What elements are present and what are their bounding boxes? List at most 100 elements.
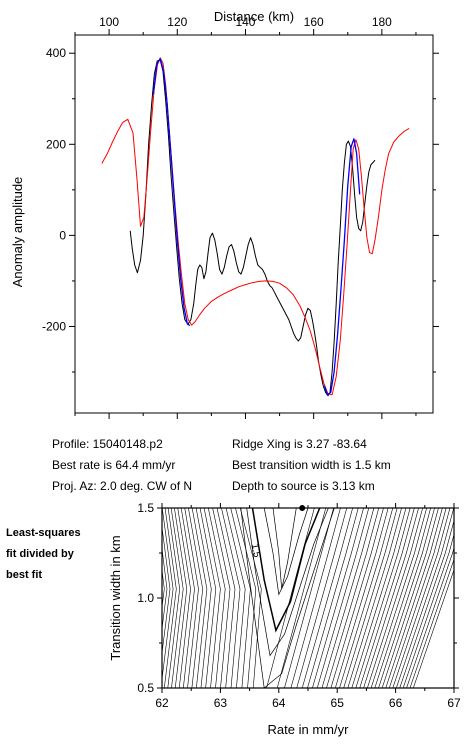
contour-line <box>191 508 208 688</box>
contour-line <box>162 567 165 610</box>
contour-lines <box>162 508 454 688</box>
fit-window-line-right <box>323 138 361 396</box>
depth-to-source-info: Depth to source is 3.13 km <box>232 479 375 493</box>
contour-line <box>370 508 427 688</box>
misfit-contour-chart: 62 63 64 65 66 670.51.01.5 1.5 Rate in mm/yr … <box>108 501 461 737</box>
contour-line <box>316 508 370 688</box>
contour-ticks: 62 63 64 65 66 67 0.5 1.0 1.5 <box>137 501 461 710</box>
contour-line <box>339 508 394 688</box>
contour-line <box>180 508 195 688</box>
transition-tick-label: 1.5 <box>137 501 154 515</box>
rate-tick-label: 62 <box>155 696 169 710</box>
contour-line <box>334 508 389 688</box>
distance-tick-label: 140 <box>235 15 255 29</box>
anomaly-tick-label: 0 <box>59 228 66 242</box>
rate-tick-label: 65 <box>331 696 345 710</box>
side-caption-line-1: Least-squares <box>6 527 81 539</box>
contour-line <box>307 508 359 688</box>
rate-tick-label: 66 <box>389 696 403 710</box>
contour-line <box>347 508 402 688</box>
contour-line <box>412 568 454 688</box>
projection-azimuth-info: Proj. Az: 2.0 deg. CW of N <box>52 479 193 493</box>
contour-value-label: 1.5 <box>249 543 262 559</box>
contour-line <box>406 546 454 688</box>
anomaly-tick-label: -200 <box>42 319 66 333</box>
contour-line <box>409 558 454 688</box>
ridge-crossing-info: Ridge Xing is 3.27 -83.64 <box>232 437 367 451</box>
contour-line <box>170 508 184 688</box>
contour-line <box>184 508 199 688</box>
contour-line <box>235 508 257 688</box>
distance-tick-label: 100 <box>99 15 119 29</box>
contour-line <box>212 508 231 688</box>
contour-line <box>312 508 364 688</box>
distance-tick-label: 120 <box>167 15 187 29</box>
contour-line <box>388 508 447 688</box>
contour-line <box>239 508 262 688</box>
contour-line <box>381 508 439 688</box>
contour-line <box>385 508 443 688</box>
contour-line <box>167 508 181 688</box>
contour-line <box>396 508 454 688</box>
contour-line <box>195 508 212 688</box>
contour-line <box>363 508 419 688</box>
contour-line <box>251 508 321 633</box>
contour-line <box>221 508 241 688</box>
contour-line <box>207 508 226 688</box>
transition-axis-label: Transition width in km <box>108 535 123 660</box>
model-anomaly-line <box>101 57 410 396</box>
contour-line <box>343 508 398 688</box>
best-rate-info: Best rate is 64.4 mm/yr <box>52 458 176 472</box>
distance-tick-label: 160 <box>304 15 324 29</box>
contour-line <box>296 508 348 688</box>
contour-line <box>330 508 384 688</box>
side-caption-line-3: best fit <box>6 569 43 581</box>
contour-line <box>321 508 375 688</box>
contour-line <box>378 508 435 688</box>
contour-line <box>276 508 327 688</box>
anomaly-chart: 100 120 140 160 180 -200 0 200 400 Distance (km)… <box>10 9 439 419</box>
rate-tick-label: 67 <box>447 696 461 710</box>
contour-line <box>355 508 411 688</box>
contour-line <box>367 508 423 688</box>
distance-axis-label: Distance (km) <box>214 9 294 24</box>
contour-line <box>216 508 236 688</box>
anomaly-series <box>101 57 410 397</box>
anomaly-ticks: 100 120 140 160 180 -200 0 200 400 <box>42 15 439 419</box>
contour-line <box>162 508 174 682</box>
contour-line <box>326 508 380 688</box>
contour-line <box>162 546 168 632</box>
anomaly-tick-label: 200 <box>46 137 66 151</box>
contour-line <box>188 508 204 688</box>
side-caption-line-2: fit divided by <box>6 548 74 560</box>
anomaly-tick-label: 400 <box>46 46 66 60</box>
transition-tick-label: 1.0 <box>137 591 154 605</box>
contour-line <box>290 508 341 688</box>
contour-line <box>359 508 415 688</box>
contour-line <box>174 508 188 688</box>
contour-line <box>399 519 454 688</box>
rate-axis-label: Rate in mm/yr <box>268 722 350 737</box>
fit-window-line-left <box>152 58 191 327</box>
observed-anomaly-line <box>129 59 376 397</box>
contour-line <box>374 508 431 688</box>
transition-tick-label: 0.5 <box>137 681 154 695</box>
anomaly-axis-label: Anomaly amplitude <box>10 177 25 288</box>
rate-tick-label: 64 <box>272 696 286 710</box>
distance-tick-label: 180 <box>372 15 392 29</box>
contour-line <box>240 508 335 688</box>
side-caption: Least-squares fit divided by best fit <box>6 523 81 586</box>
anomaly-plot-frame <box>74 34 434 414</box>
contour-line <box>199 508 217 688</box>
contour-line <box>177 508 191 688</box>
transition-width-info: Best transition width is 1.5 km <box>232 458 391 472</box>
contour-line <box>263 508 309 596</box>
contour-line <box>402 533 454 688</box>
contour-line <box>230 508 251 688</box>
contour-line <box>225 508 246 688</box>
contour-line <box>351 508 407 688</box>
best-fit-point <box>299 505 306 511</box>
contour-line <box>203 508 221 688</box>
contour-line <box>392 508 451 688</box>
